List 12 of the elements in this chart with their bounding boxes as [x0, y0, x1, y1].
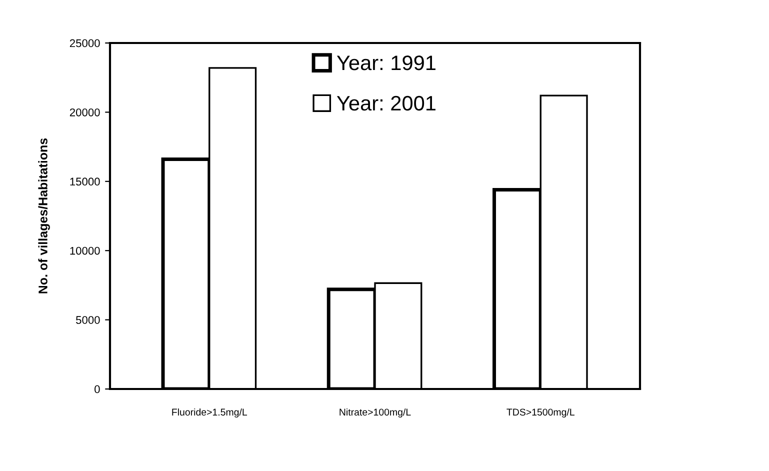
- legend-label: Year: 2001: [336, 96, 436, 111]
- x-tick-label: Nitrate>100mg/L: [340, 408, 411, 418]
- x-tick-label: Fluoride>1.5mg/L: [172, 408, 248, 418]
- y-tick-label: 20000: [70, 108, 100, 116]
- y-tick-label: 0: [94, 385, 100, 394]
- legend-label: Year: 1991: [336, 55, 436, 70]
- x-tick-label: TDS>1500mg/L: [506, 408, 574, 418]
- y-tick-label: 25000: [70, 39, 100, 48]
- y-tick-label: 15000: [70, 178, 100, 186]
- y-axis-title: No. of villages/Habitations: [38, 138, 50, 294]
- y-tick-label: 5000: [76, 316, 100, 324]
- y-tick-label: 10000: [70, 246, 100, 255]
